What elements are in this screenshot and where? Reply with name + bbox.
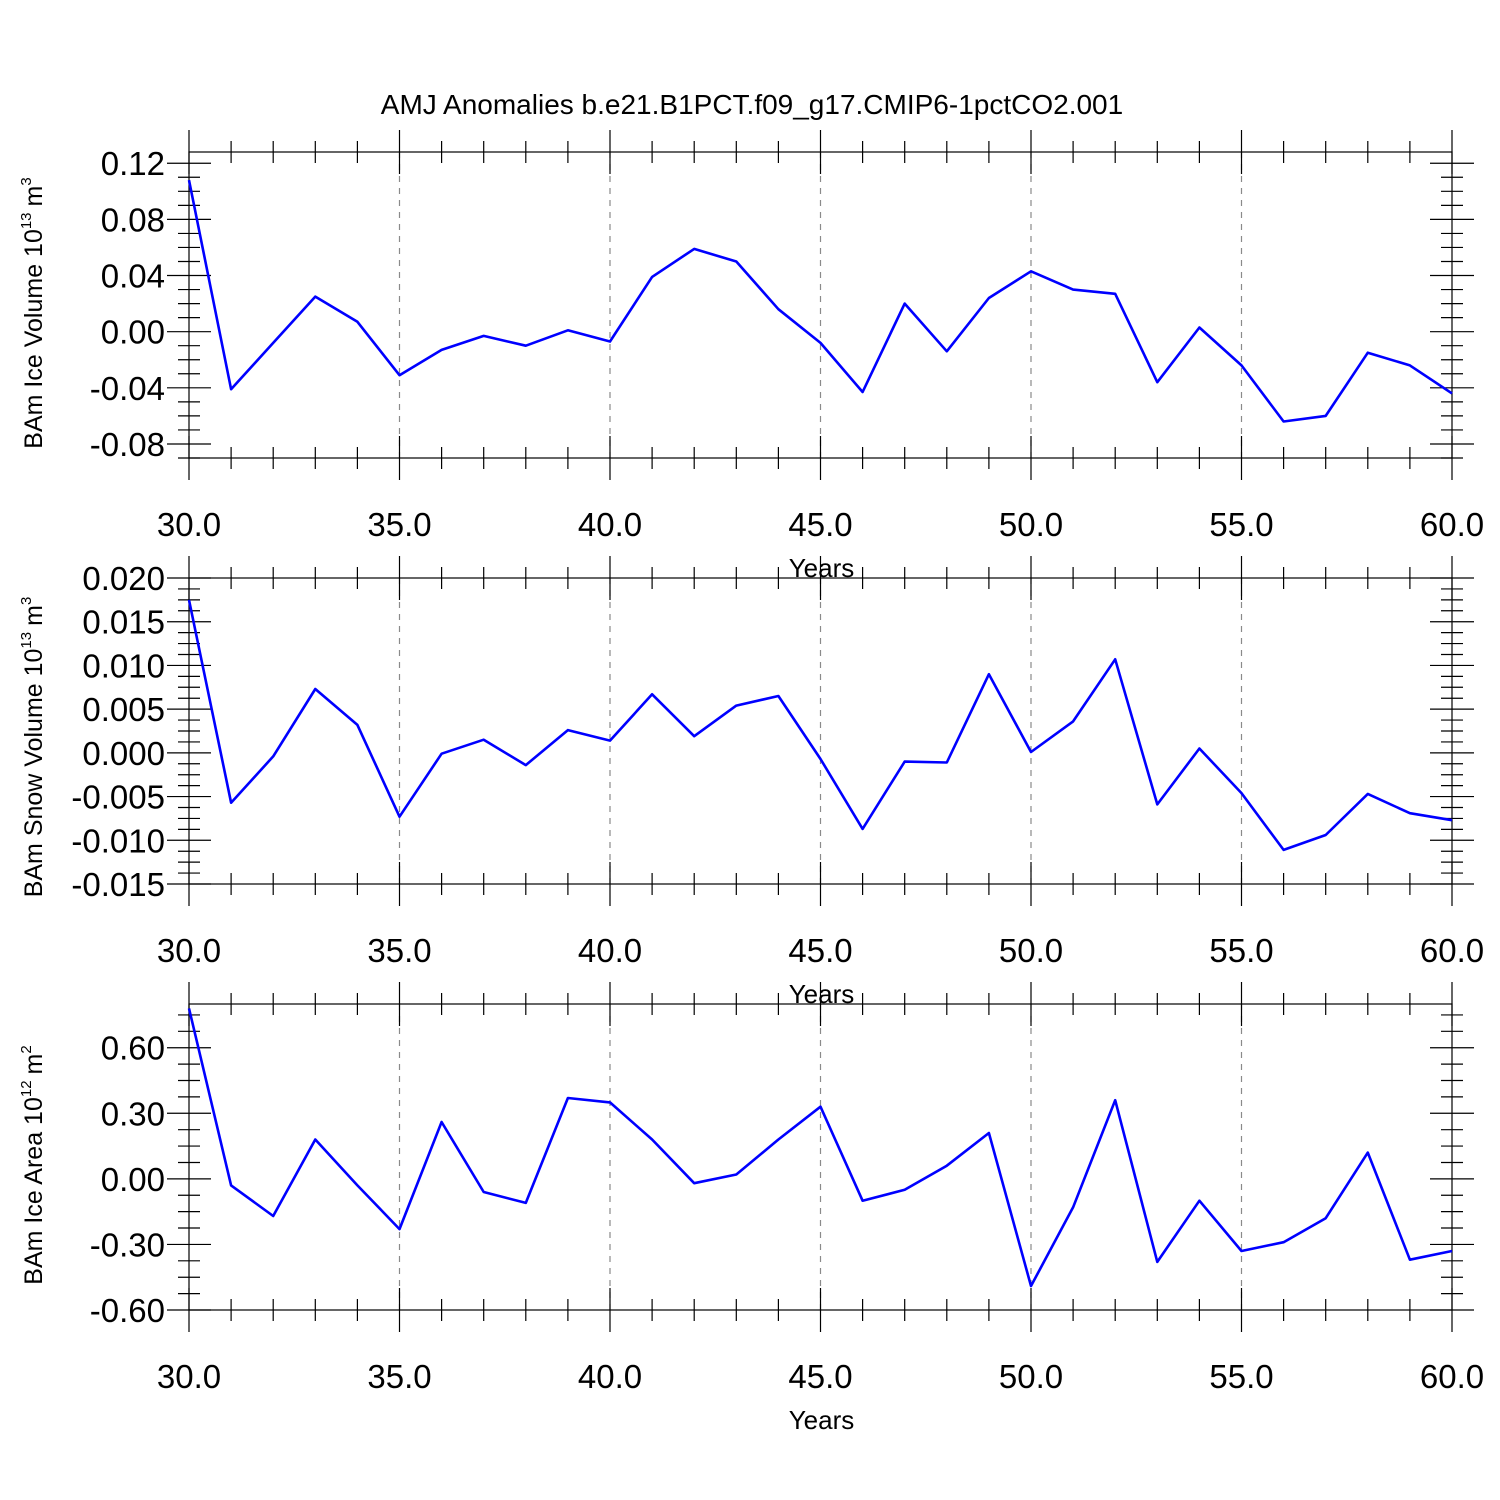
panel-3-y-tick-label: 0.30 [101, 1095, 165, 1132]
panel-2-y-tick-label: 0.010 [82, 647, 165, 684]
panel-3-y-axis-unit-exponent: 2 [18, 1045, 35, 1053]
panel-3-x-tick-label: 55.0 [1209, 1358, 1273, 1395]
panel-2-x-tick-label: 45.0 [788, 932, 852, 969]
panel-2-y-tick-label: -0.010 [71, 822, 165, 859]
panel-3-x-tick-label: 60.0 [1420, 1358, 1484, 1395]
panel-3: 30.0 35.0 40.0 45.0 50.0 55.0 60.0 Years 0.60 0.3… [18, 982, 1484, 1435]
panel-2-y-axis-exponent: 13 [18, 632, 35, 649]
panel-3-frame [188, 1003, 1453, 1311]
panel-3-y-axis-title: BAm Ice Area 1012 m2 [18, 1045, 48, 1284]
figure-title: AMJ Anomalies b.e21.B1PCT.f09_g17.CMIP6-… [381, 89, 1123, 120]
panel-1-y-axis-title: BAm Ice Volume 1013 m3 [18, 177, 48, 448]
panel-2-x-tick-label: 30.0 [157, 932, 221, 969]
panel-3-y-axis-unit: m [20, 1054, 48, 1075]
panel-1-x-tick-label: 55.0 [1209, 506, 1273, 543]
panel-2: 30.0 35.0 40.0 45.0 50.0 55.0 60.0Years0.0200.… [18, 556, 1484, 1009]
panel-1-x-tick-label: 45.0 [788, 506, 852, 543]
panel-3-x-tick-label: 40.0 [578, 1358, 642, 1395]
panel-1-y-tick-label: -0.08 [90, 426, 165, 463]
panel-3-y-tick-label: -0.60 [90, 1292, 165, 1329]
panel-3-x-tick-label: 50.0 [999, 1358, 1063, 1395]
panel-3-x-tick-label: 35.0 [367, 1358, 431, 1395]
panel-3-x-axis-title: Years [789, 1405, 855, 1435]
panel-1-frame [188, 151, 1453, 459]
panel-1-y-tick-label: 0.00 [101, 314, 165, 351]
panel-3-y-tick-label: -0.30 [90, 1226, 165, 1263]
panel-1-y-tick-label: 0.04 [101, 258, 165, 295]
panel-1-y-axis-unit: m [20, 186, 48, 207]
panel-2-y-axis-title-text: BAm Snow Volume 10 [20, 649, 48, 898]
panel-2-y-axis-unit-exponent: 3 [18, 597, 35, 605]
panel-2-x-tick-label: 60.0 [1420, 932, 1484, 969]
panel-3-y-tick-label: 0.60 [101, 1030, 165, 1067]
panel-1-x-tick-label: 50.0 [999, 506, 1063, 543]
panel-1-x-tick-label: 35.0 [367, 506, 431, 543]
panels: 30.0 35.0 40.0 45.0 50.0 55.0 60.0 Years 0.12 0.0… [18, 130, 1484, 1435]
panel-2-y-tick-label: 0.020 [82, 560, 165, 597]
panel-3-y-axis-title-text: BAm Ice Area 10 [20, 1097, 48, 1285]
panel-2-x-tick-label: 50.0 [999, 932, 1063, 969]
panel-2-y-tick-label: 0.015 [82, 604, 165, 641]
panel-1-y-axis-title-text: BAm Ice Volume 10 [20, 229, 48, 449]
panel-3-y-axis-exponent: 12 [18, 1080, 35, 1097]
panel-1-y-tick-label: 0.08 [101, 201, 165, 238]
panel-2-x-tick-label: 40.0 [578, 932, 642, 969]
panel-1: 30.0 35.0 40.0 45.0 50.0 55.0 60.0Years0.120.0… [18, 130, 1484, 583]
panel-2-x-tick-label: 55.0 [1209, 932, 1273, 969]
panel-2-x-tick-label: 35.0 [367, 932, 431, 969]
panel-2-y-axis-title: BAm Snow Volume 1013 m3 [18, 597, 48, 898]
panel-1-y-tick-label: -0.04 [90, 370, 165, 407]
panel-3-y-tick-label: 0.00 [101, 1161, 165, 1198]
panel-2-frame [188, 577, 1453, 885]
panel-2-y-tick-label: 0.005 [82, 691, 165, 728]
panel-1-y-axis-unit-exponent: 3 [18, 177, 35, 185]
panel-2-series-line [187, 599, 1453, 852]
panel-1-x-tick-label: 60.0 [1420, 506, 1484, 543]
panel-2-y-axis-unit: m [20, 605, 48, 626]
panel-3-x-tick-label: 45.0 [788, 1358, 852, 1395]
panel-2-y-tick-label: -0.015 [71, 866, 165, 903]
panel-1-x-tick-label: 40.0 [578, 506, 642, 543]
panel-3-series-line [187, 1008, 1453, 1288]
panel-3-x-tick-label: 30.0 [157, 1358, 221, 1395]
panel-2-y-tick-label: 0.000 [82, 735, 165, 772]
panel-1-y-axis-exponent: 13 [18, 212, 35, 229]
panel-1-series-line [187, 179, 1453, 423]
panel-2-y-tick-label: -0.005 [71, 779, 165, 816]
panel-1-x-tick-label: 30.0 [157, 506, 221, 543]
panel-1-y-tick-label: 0.12 [101, 145, 165, 182]
